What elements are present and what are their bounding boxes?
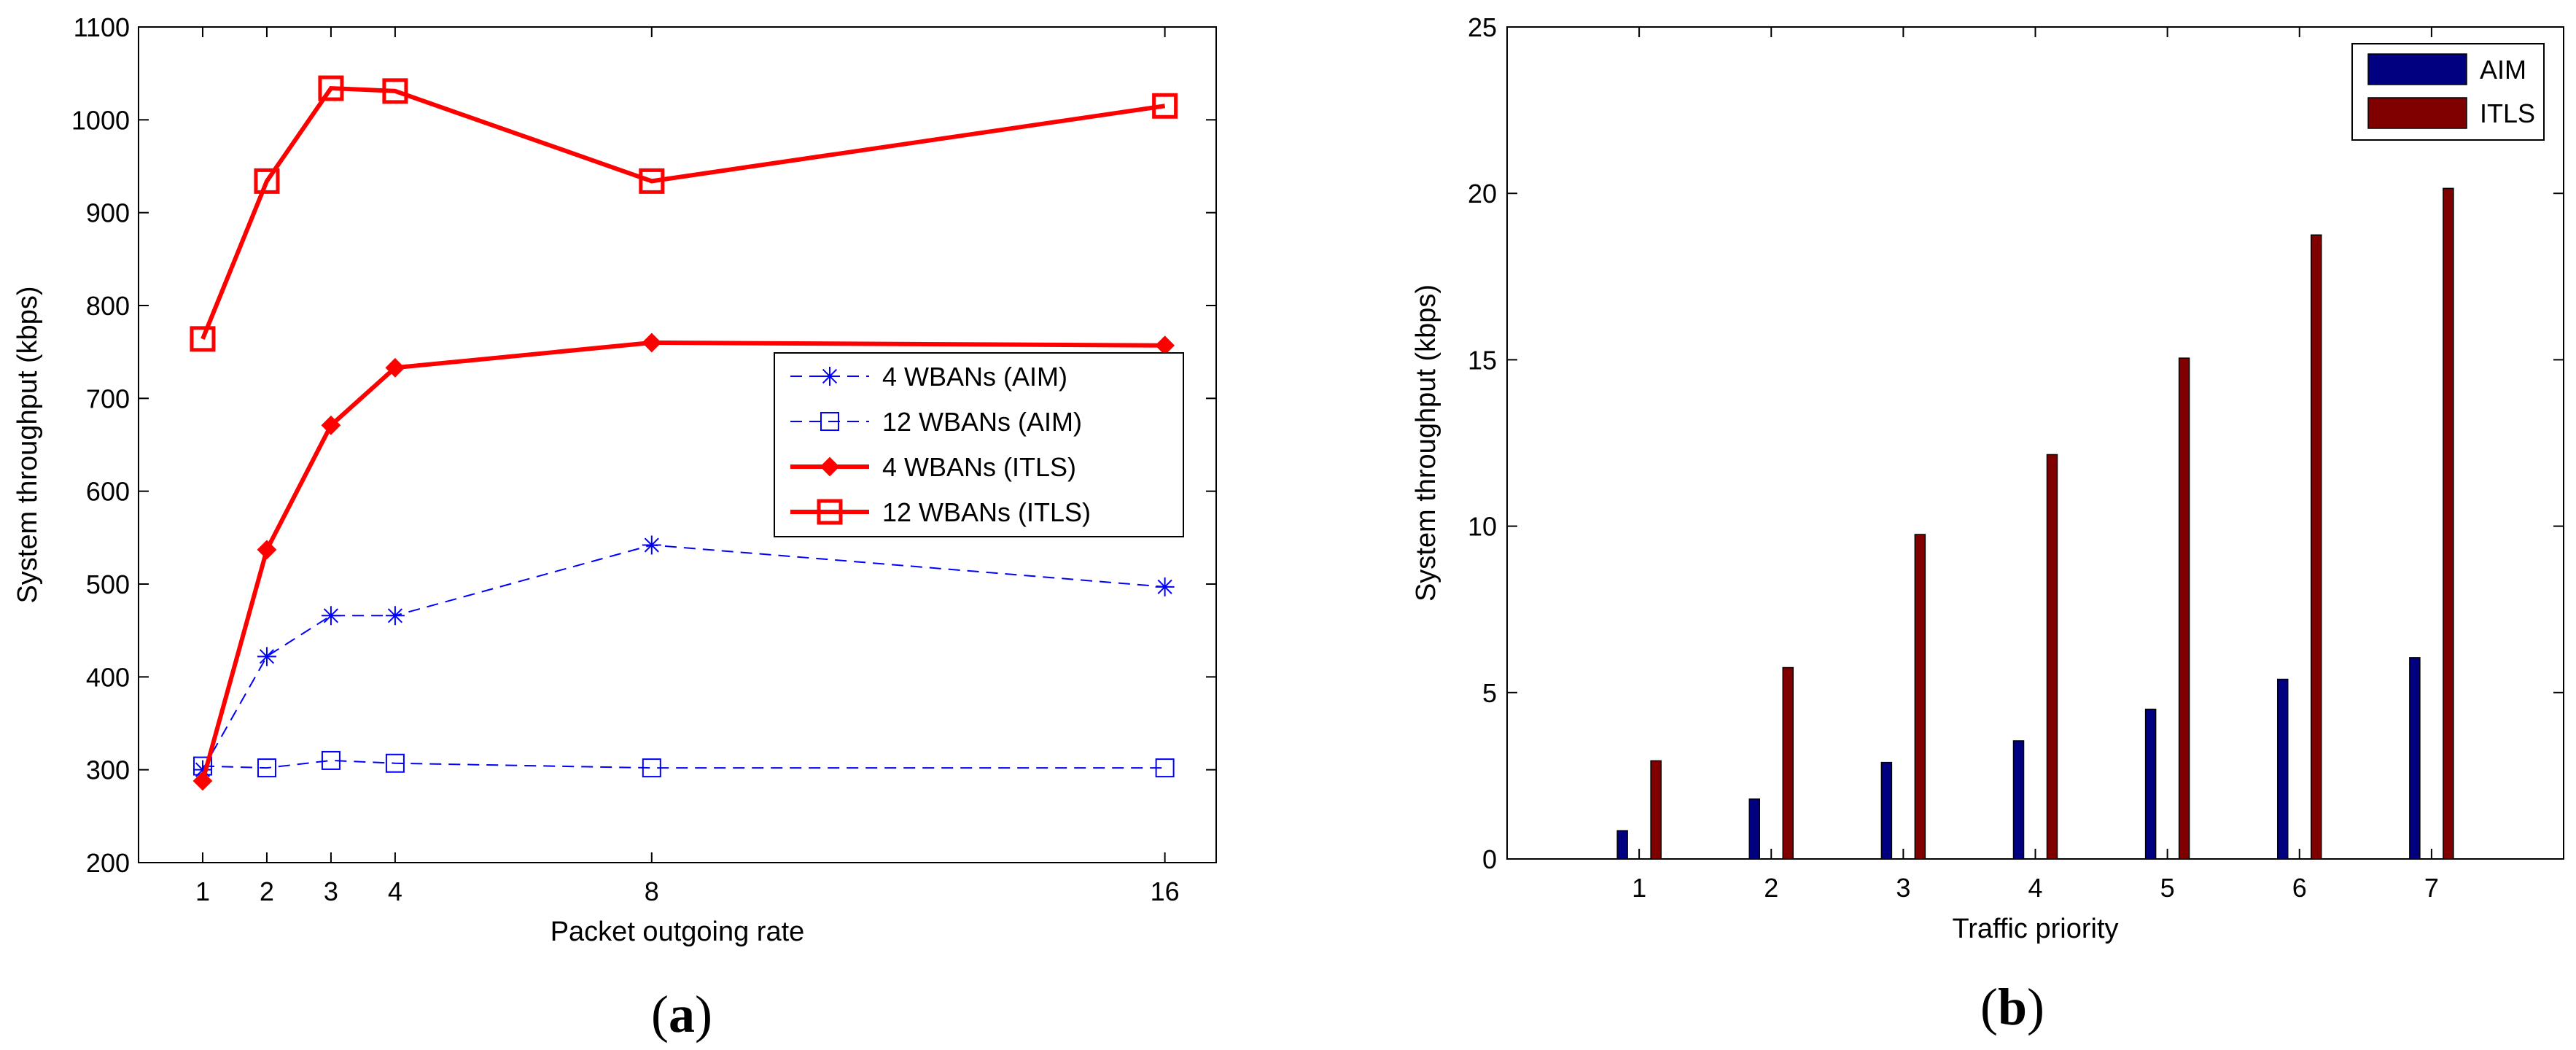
bar-b-aim-1 xyxy=(1616,830,1628,860)
y-tick-label-b: 0 xyxy=(1482,844,1497,874)
data-point-a-3 xyxy=(382,78,408,104)
x-axis-label-a: Packet outgoing rate xyxy=(550,917,805,947)
legend-marker-a-0 xyxy=(820,367,839,386)
y-tick-label-a: 600 xyxy=(86,477,130,507)
x-tick-label-b: 5 xyxy=(2160,873,2175,903)
bar-b-aim-3 xyxy=(1880,761,1893,860)
y-tick-label-b: 5 xyxy=(1482,678,1497,708)
legend-swatch-b-1 xyxy=(2367,97,2467,129)
data-point-a-0 xyxy=(257,647,276,666)
x-tick-label-b: 4 xyxy=(2028,873,2042,903)
x-tick-label-a: 4 xyxy=(388,876,402,906)
y-tick-label-a: 1100 xyxy=(74,12,130,42)
data-point-a-3 xyxy=(639,168,665,194)
series-line-a-1 xyxy=(202,759,1165,769)
y-tick-label-a: 1000 xyxy=(71,105,130,135)
series-line-a-3 xyxy=(201,85,1166,340)
legend-label-a-3: 12 WBANs (ITLS) xyxy=(882,497,1091,527)
legend-marker-a-2 xyxy=(820,456,840,477)
data-point-a-0 xyxy=(321,606,341,626)
y-tick-label-a: 900 xyxy=(86,198,130,228)
legend-label-a-1: 12 WBANs (AIM) xyxy=(882,407,1082,437)
series-line-a-0 xyxy=(202,544,1165,771)
bar-b-itls-6 xyxy=(2311,234,2322,860)
y-tick-label-a: 300 xyxy=(86,755,130,785)
x-tick-label-b: 1 xyxy=(1632,873,1646,903)
data-point-a-2 xyxy=(385,357,405,378)
chart-a: 200 300 400 500 600 700 800 900 1000 1100 1 2 3 4 8 16 P… xyxy=(12,12,1217,947)
data-point-a-1 xyxy=(1155,758,1175,778)
caption-b: (b) xyxy=(1980,978,2044,1036)
x-tick-label-b: 2 xyxy=(1764,873,1778,903)
y-tick-label-b: 25 xyxy=(1468,12,1497,42)
bar-b-itls-1 xyxy=(1650,760,1662,860)
x-tick-label-b: 7 xyxy=(2424,873,2439,903)
data-point-a-3 xyxy=(254,168,280,194)
bar-b-itls-5 xyxy=(2178,357,2190,860)
data-point-a-1 xyxy=(385,753,405,773)
y-axis-label-b: System throughput (kbps) xyxy=(1411,284,1441,602)
data-point-a-2 xyxy=(642,332,662,353)
x-tick-label-a: 16 xyxy=(1151,876,1180,906)
data-point-a-0 xyxy=(385,606,405,626)
bar-b-itls-4 xyxy=(2046,454,2058,860)
bar-b-itls-7 xyxy=(2443,187,2454,860)
x-tick-label-b: 6 xyxy=(2292,873,2307,903)
legend-label-a-2: 4 WBANs (ITLS) xyxy=(882,452,1076,482)
x-axis-label-b: Traffic priority xyxy=(1952,914,2118,944)
data-point-a-2 xyxy=(192,771,213,791)
legend-label-b-1: ITLS xyxy=(2480,98,2535,128)
data-point-a-3 xyxy=(318,75,344,101)
y-tick-label-a: 200 xyxy=(86,848,130,878)
data-point-a-0 xyxy=(1155,577,1175,596)
bar-b-itls-2 xyxy=(1782,666,1794,860)
y-tick-label-a: 800 xyxy=(86,291,130,321)
y-tick-label-a: 700 xyxy=(86,384,130,413)
data-point-a-1 xyxy=(642,758,661,778)
bar-b-aim-6 xyxy=(2277,678,2289,860)
bar-b-aim-5 xyxy=(2144,708,2157,860)
x-tick-label-a: 1 xyxy=(195,876,210,906)
legend-label-a-0: 4 WBANs (AIM) xyxy=(882,362,1067,392)
plot-area-b xyxy=(1506,26,2564,860)
chart-b: 0 5 10 15 20 25 1 2 3 4 5 6 7 Traffic priority System … xyxy=(1411,12,2564,944)
x-tick-label-a: 8 xyxy=(645,876,659,906)
bar-b-itls-3 xyxy=(1914,534,1926,860)
y-tick-label-b: 15 xyxy=(1468,345,1497,375)
y-tick-label-b: 20 xyxy=(1468,179,1497,209)
data-point-a-3 xyxy=(1152,93,1178,119)
bar-b-aim-7 xyxy=(2409,657,2421,860)
x-tick-label-a: 3 xyxy=(324,876,338,906)
data-point-a-1 xyxy=(321,750,341,770)
x-tick-label-b: 3 xyxy=(1896,873,1910,903)
y-axis-label-a: System throughput (kbps) xyxy=(12,286,43,603)
data-point-a-0 xyxy=(642,535,661,555)
legend-marker-a-3 xyxy=(817,499,843,525)
y-tick-label-a: 400 xyxy=(86,662,130,692)
series-line-a-2 xyxy=(201,340,1165,782)
bar-b-aim-2 xyxy=(1748,798,1760,860)
data-point-a-1 xyxy=(257,758,276,778)
bar-b-aim-4 xyxy=(2012,740,2025,860)
legend-marker-a-1 xyxy=(820,412,839,431)
legend-swatch-b-0 xyxy=(2367,53,2467,85)
y-tick-label-b: 10 xyxy=(1468,512,1497,542)
data-point-a-3 xyxy=(190,326,216,352)
x-tick-label-a: 2 xyxy=(260,876,274,906)
data-point-a-0 xyxy=(192,760,212,779)
y-tick-label-a: 500 xyxy=(86,569,130,599)
caption-a: (a) xyxy=(651,985,712,1043)
data-point-a-2 xyxy=(257,540,277,560)
legend-label-b-0: AIM xyxy=(2480,55,2526,85)
data-point-a-2 xyxy=(321,415,341,435)
